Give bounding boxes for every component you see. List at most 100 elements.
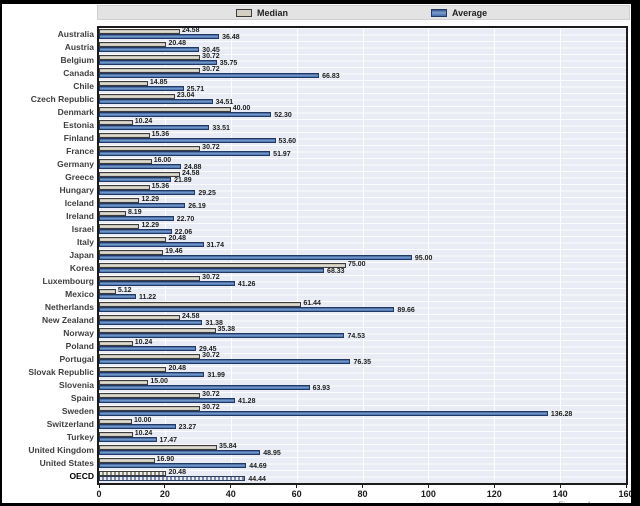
median-value-label: 30.72 [202,404,220,411]
category-label: Australia [57,29,94,39]
bar-row: 12.29 22.06 [99,222,626,236]
average-value-label: 63.93 [312,385,331,392]
axis-tick [362,485,363,488]
median-value-label: 35.38 [217,326,236,333]
average-value-label: 51.97 [273,151,291,158]
category-label: United States [39,458,94,468]
category-label: Ireland [66,211,94,221]
average-value-label: 136.28 [550,411,573,418]
median-value-label: 30.72 [202,352,220,359]
median-bar [99,354,201,359]
category-label: Belgium [60,55,94,65]
bar-row: 30.72 66.83 [99,66,626,80]
bar-row: 30.72 41.26 [99,274,626,288]
category-label: Austria [64,42,94,52]
median-bar [99,224,140,229]
average-value-label: 30.45 [202,47,220,54]
category-label: Czech Republic [30,94,94,104]
average-bar [99,411,548,416]
category-label: OECD [69,471,94,481]
bar-row: 19.46 95.00 [99,248,626,262]
median-value-label: 10.24 [134,339,153,346]
legend-label-median: Median [257,7,289,18]
axis-tick [559,485,561,488]
category-label: New Zealand [42,315,94,325]
category-label: Sweden [61,406,94,416]
category-label: Finland [63,133,94,143]
median-bar [99,302,302,307]
median-bar [99,393,201,398]
median-value-label: 15.00 [150,378,168,385]
bar-row: 15.36 53.60 [99,131,626,145]
average-bar [99,398,235,403]
axis-tick-label: 140 [552,489,568,499]
median-bar [99,471,167,476]
average-bar [99,216,174,221]
average-bar [99,125,210,130]
average-value-label: 36.48 [222,34,240,41]
median-value-label: 12.29 [141,196,159,203]
average-value-label: 29.25 [198,190,216,197]
average-bar [99,346,196,351]
median-value-label: 24.58 [181,27,200,34]
median-value-label: 75.00 [348,261,366,268]
category-label: Portugal [59,354,94,364]
average-bar [99,164,181,169]
legend-item-average: Average [431,6,487,19]
bar-row: 30.72 41.28 [99,391,626,405]
average-value-label: 24.88 [183,164,202,171]
bar-row: 10.24 29.45 [99,339,626,353]
bar-row: 24.58 36.48 [99,27,626,41]
median-bar [99,42,167,47]
axis-tick [98,485,100,488]
average-value-label: 66.83 [322,73,340,80]
median-value-label: 15.36 [151,183,170,190]
median-value-label: 8.19 [127,209,142,216]
average-value-label: 41.26 [237,281,256,288]
average-bar [99,268,325,273]
average-bar [99,385,310,390]
median-bar [99,367,167,372]
bar-row: 20.48 31.99 [99,365,626,379]
axis-tick-label: 120 [486,489,502,499]
plot-area: 24.58 36.48 20.48 30.45 30.72 35.75 30.72 66.83… [97,26,628,485]
category-label: Spain [70,393,94,403]
category-label: Slovak Republic [28,367,94,377]
bar-row: 30.72 35.75 [99,53,626,67]
median-value-label: 16.90 [156,456,175,463]
average-bar [99,463,247,468]
average-bar [99,320,203,325]
average-bar [99,333,345,338]
average-value-label: 48.95 [263,450,281,457]
median-swatch-icon [236,8,252,17]
average-value-label: 33.51 [212,125,230,132]
median-bar [99,341,133,346]
median-bar [99,380,149,385]
bar-row: 35.38 74.53 [99,326,626,340]
category-label: Slovenia [59,380,94,390]
category-label: Turkey [66,432,94,442]
average-bar [99,359,351,364]
average-bar [99,281,235,286]
median-value-label: 24.58 [181,313,200,320]
axis-tick [164,485,166,488]
median-bar [99,237,167,242]
average-bar [99,203,186,208]
median-value-label: 10.24 [134,118,153,125]
median-bar [99,458,155,463]
figure-caption: Figure 4 [558,500,591,503]
median-value-label: 30.72 [202,53,220,60]
category-label: Germany [57,159,94,169]
bar-row: 16.90 44.69 [99,456,626,470]
median-bar [99,250,164,255]
median-value-label: 14.85 [149,79,168,86]
bar-row: 40.00 52.30 [99,105,626,119]
bar-row: 23.04 34.51 [99,92,626,106]
category-label: Luxembourg [42,276,94,286]
median-value-label: 35.84 [219,443,237,450]
median-value-label: 12.29 [141,222,159,229]
average-value-label: 74.53 [347,333,365,340]
average-value-label: 68.33 [327,268,345,275]
average-bar [99,112,272,117]
